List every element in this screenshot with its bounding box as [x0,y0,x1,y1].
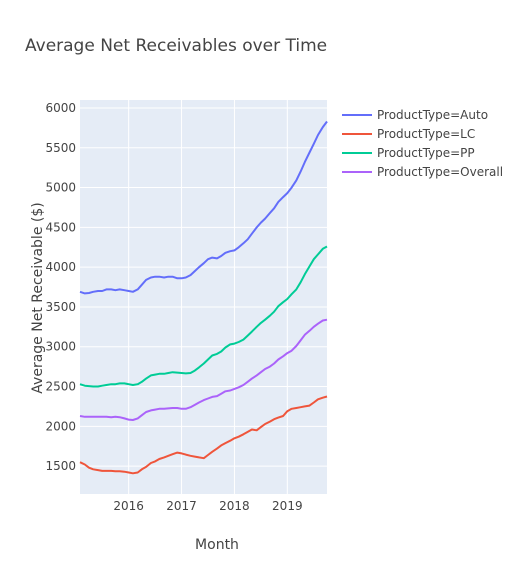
legend-label: ProductType=PP [377,146,475,160]
y-axis-title: Average Net Receivable ($) [30,202,46,393]
x-tick-label: 2018 [219,499,250,513]
y-tick-label: 1500 [45,459,76,473]
legend-item-overall[interactable]: ProductType=Overall [342,165,503,179]
x-axis-title: Month [195,537,239,553]
y-tick-label: 3500 [45,300,76,314]
series-lines [79,120,328,475]
y-tick-label: 3000 [45,340,76,354]
legend-label: ProductType=Overall [377,165,503,179]
y-tick-label: 6000 [45,101,76,115]
grid [80,100,327,494]
x-axis-ticks: 2016 2017 2018 2019 [113,499,302,513]
legend-item-auto[interactable]: ProductType=Auto [342,108,488,122]
y-tick-label: 5500 [45,141,76,155]
y-tick-label: 5000 [45,181,76,195]
y-axis-ticks: 1500 2000 2500 3000 3500 4000 4500 5000 5500 6000 [45,101,76,473]
series-line-pp[interactable] [79,245,328,388]
legend-label: ProductType=LC [377,127,475,141]
series-line-auto[interactable] [79,120,328,295]
series-line-lc[interactable] [79,395,328,475]
series-line-overall[interactable] [79,318,328,421]
plot-area [80,100,327,494]
y-tick-label: 4500 [45,220,76,234]
y-tick-label: 2000 [45,419,76,433]
legend-label: ProductType=Auto [377,108,488,122]
chart-title: Average Net Receivables over Time [25,36,327,56]
legend-item-lc[interactable]: ProductType=LC [342,127,475,141]
legend[interactable]: ProductType=Auto ProductType=LC ProductTyp… [342,108,503,179]
x-tick-label: 2016 [113,499,144,513]
legend-item-pp[interactable]: ProductType=PP [342,146,475,160]
y-tick-label: 4000 [45,260,76,274]
y-tick-label: 2500 [45,380,76,394]
x-tick-label: 2019 [272,499,303,513]
x-tick-label: 2017 [166,499,197,513]
